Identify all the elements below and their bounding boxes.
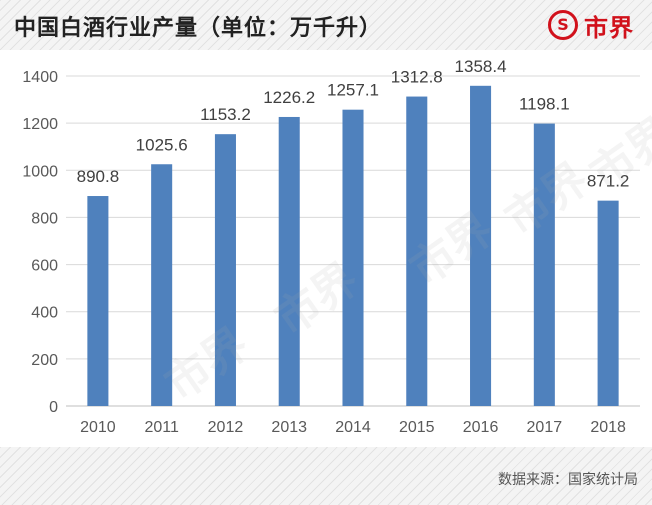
data-label: 1257.1 [327,81,379,100]
data-label: 1025.6 [136,135,188,154]
data-label: 1198.1 [519,95,570,114]
x-tick-label: 2012 [208,419,244,436]
x-tick-label: 2015 [399,419,435,436]
y-tick-label: 600 [31,258,58,275]
x-tick-label: 2017 [527,419,563,436]
bar-2016 [470,85,492,406]
header-bar: 中国白酒行业产量（单位：万千升） S 市界 [0,0,652,50]
data-label: 1226.2 [263,88,315,107]
data-label: 1358.4 [455,57,507,76]
bar-chart: 0 200 400 600 800 1000 1200 1400 890.8 2010 1025.6… [22,57,640,436]
bar-2017 [533,123,555,407]
x-tick-label: 2010 [80,419,116,436]
page-title: 中国白酒行业产量（单位：万千升） [14,16,383,41]
bar-2010 [87,196,109,406]
data-label: 871.2 [587,172,630,191]
y-tick-label: 1000 [22,163,58,180]
x-tick-label: 2014 [335,419,371,436]
bar-2011 [151,164,173,406]
bar-2015 [406,96,428,406]
bar-2014 [342,109,364,407]
y-tick-label: 200 [31,352,58,369]
bar-2012 [214,134,236,406]
data-label: 1153.2 [200,105,251,124]
source-note: 数据来源：国家统计局 [498,472,638,488]
data-label: 1312.8 [391,68,443,87]
chart-area: 市界 市界 市界 市界 市界 0200400600800100012001400… [0,50,652,447]
x-tick-label: 2011 [144,419,179,436]
logo-s-circle-icon: S [548,10,578,40]
bar-2018 [597,200,619,406]
brand-logo: S 市界 [548,6,634,44]
y-tick-label: 800 [31,210,58,227]
y-tick-label: 1400 [22,69,58,86]
footer-bar: 数据来源：国家统计局 [0,447,652,505]
y-tick-label: 1200 [22,116,58,133]
data-label: 890.8 [77,167,120,186]
y-tick-label: 400 [31,305,58,322]
bar-2013 [278,116,300,407]
x-tick-label: 2013 [271,419,307,436]
x-tick-label: 2018 [590,419,626,436]
x-tick-label: 2016 [463,419,499,436]
y-tick-label: 0 [49,399,58,416]
brand-name: 市界 [584,13,634,42]
